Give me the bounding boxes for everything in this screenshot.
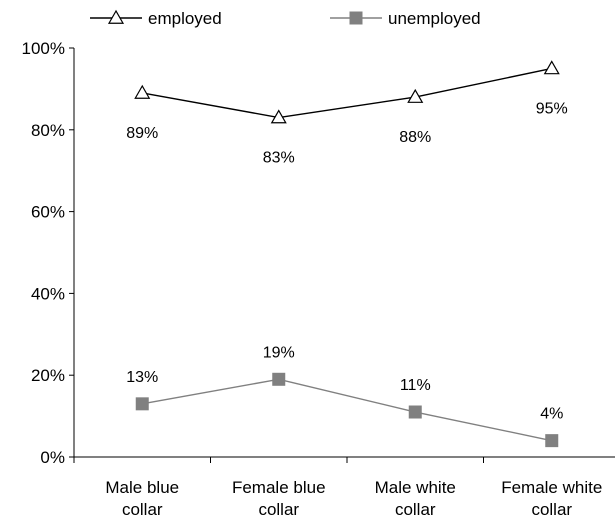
employed-line bbox=[142, 67, 552, 119]
employed-point bbox=[407, 88, 424, 103]
x-tick-label: Male white collar bbox=[375, 478, 456, 519]
x-tick-label-line: collar bbox=[395, 500, 436, 519]
x-tick-label-line: collar bbox=[258, 500, 299, 519]
y-tick-label: 80% bbox=[31, 121, 65, 140]
x-tick-label: Female blue collar bbox=[232, 478, 326, 519]
y-tick-label: 20% bbox=[31, 366, 65, 385]
y-tick-label: 100% bbox=[22, 39, 65, 58]
x-tick-label-line: collar bbox=[531, 500, 572, 519]
legend: employed unemployed bbox=[90, 9, 481, 28]
y-tick-label: 60% bbox=[31, 203, 65, 222]
employed-point bbox=[270, 109, 287, 124]
unemployed-data-label: 4% bbox=[540, 406, 563, 423]
employed-point bbox=[543, 60, 560, 75]
x-tick-label: Female white collar bbox=[501, 478, 602, 519]
x-tick-label-line: Male white bbox=[375, 478, 456, 497]
unemployed-point bbox=[545, 434, 559, 448]
legend-marker bbox=[107, 9, 125, 24]
employed-point bbox=[134, 84, 151, 99]
legend-item-employed: employed bbox=[90, 9, 222, 28]
y-tick-label: 0% bbox=[40, 448, 65, 467]
legend-marker bbox=[349, 11, 363, 25]
y-tick-label: 40% bbox=[31, 284, 65, 303]
series-layer: 89% 83% 88% 95% 13% 19% 11% 4% bbox=[126, 60, 568, 448]
employed-data-label: 89% bbox=[126, 125, 158, 142]
employed-data-label: 88% bbox=[399, 129, 431, 146]
x-tick-label-line: Female white bbox=[501, 478, 602, 497]
series-unemployed: 13% 19% 11% 4% bbox=[126, 344, 563, 448]
x-tick-label-line: collar bbox=[122, 500, 163, 519]
unemployed-data-label: 11% bbox=[400, 377, 431, 394]
unemployed-data-label: 13% bbox=[126, 369, 158, 386]
y-axis: 0% 20% 40% 60% 80% 100% bbox=[22, 39, 75, 467]
unemployed-point bbox=[272, 372, 286, 386]
legend-item-unemployed: unemployed bbox=[330, 9, 481, 28]
unemployed-point bbox=[408, 405, 422, 419]
unemployed-line bbox=[142, 378, 552, 442]
legend-label: unemployed bbox=[388, 9, 481, 28]
x-tick-label-line: Male blue bbox=[105, 478, 179, 497]
employed-data-label: 83% bbox=[263, 150, 295, 167]
unemployed-point bbox=[135, 397, 149, 411]
unemployed-data-label: 19% bbox=[263, 344, 295, 361]
series-employed: 89% 83% 88% 95% bbox=[126, 60, 568, 167]
legend-label: employed bbox=[148, 9, 222, 28]
x-tick-label-line: Female blue bbox=[232, 478, 326, 497]
x-tick-label: Male blue collar bbox=[105, 478, 179, 519]
employed-data-label: 95% bbox=[536, 100, 568, 117]
